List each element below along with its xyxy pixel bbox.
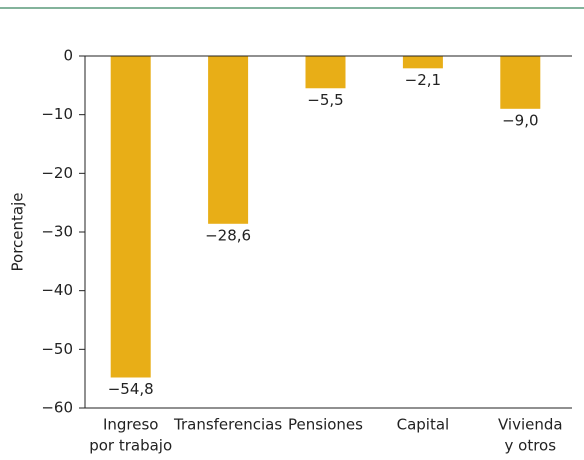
value-label: −2,1 [405, 71, 441, 89]
bar [305, 56, 346, 89]
bar [110, 56, 151, 378]
x-tick-label: Pensiones [288, 416, 363, 434]
x-tick-label: y otros [505, 437, 557, 455]
y-tick-label: −30 [41, 223, 73, 241]
x-tick-label: Capital [397, 416, 450, 434]
y-tick-label: −40 [41, 281, 73, 299]
value-label: −5,5 [307, 91, 343, 109]
y-tick-label: −60 [41, 399, 73, 417]
y-tick-label: −10 [41, 105, 73, 123]
value-label: −9,0 [502, 111, 538, 129]
y-tick-label: 0 [63, 47, 73, 65]
y-tick-label: −20 [41, 164, 73, 182]
bar [402, 56, 443, 69]
y-tick-label: −50 [41, 340, 73, 358]
bar [208, 56, 249, 224]
x-tick-label: Vivienda [498, 416, 563, 434]
x-tick-label: Transferencias [173, 416, 282, 434]
x-tick-label: Ingreso [103, 416, 159, 434]
y-axis-label: Porcentaje [9, 193, 27, 272]
value-label: −28,6 [205, 226, 251, 244]
bar [500, 56, 541, 109]
x-tick-label: por trabajo [89, 437, 172, 455]
value-label: −54,8 [108, 380, 154, 398]
